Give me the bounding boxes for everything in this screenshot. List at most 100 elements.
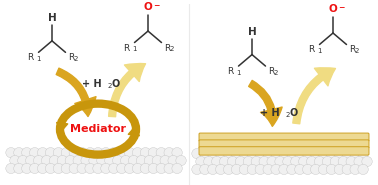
Circle shape [14, 148, 24, 158]
Circle shape [267, 157, 277, 167]
Circle shape [239, 164, 249, 174]
Circle shape [212, 157, 222, 167]
Circle shape [136, 155, 147, 166]
Circle shape [124, 148, 135, 158]
Text: R: R [164, 43, 171, 53]
Circle shape [81, 155, 91, 166]
Circle shape [97, 155, 107, 166]
Text: Mediator: Mediator [70, 124, 126, 134]
Circle shape [116, 148, 127, 158]
Circle shape [287, 149, 297, 159]
Text: −: − [338, 4, 344, 12]
Circle shape [93, 148, 103, 158]
Circle shape [192, 164, 202, 174]
Circle shape [255, 149, 265, 159]
Circle shape [41, 155, 52, 166]
Circle shape [116, 163, 127, 174]
Circle shape [93, 163, 103, 174]
Circle shape [294, 164, 305, 174]
Circle shape [89, 155, 99, 166]
Text: 2: 2 [169, 46, 174, 53]
Circle shape [140, 163, 151, 174]
Circle shape [310, 149, 321, 159]
Circle shape [322, 157, 333, 167]
Circle shape [53, 163, 64, 174]
Circle shape [271, 164, 281, 174]
Circle shape [342, 149, 352, 159]
Circle shape [121, 155, 131, 166]
Circle shape [69, 148, 79, 158]
Circle shape [302, 149, 313, 159]
Circle shape [299, 157, 309, 167]
Circle shape [152, 155, 163, 166]
Text: O: O [328, 4, 338, 14]
Circle shape [29, 148, 40, 158]
Circle shape [37, 163, 48, 174]
FancyBboxPatch shape [199, 140, 369, 148]
Circle shape [314, 157, 325, 167]
Text: O: O [144, 2, 152, 12]
Circle shape [77, 148, 87, 158]
Circle shape [318, 164, 329, 174]
FancyBboxPatch shape [199, 147, 369, 155]
Text: 1: 1 [133, 46, 137, 53]
Circle shape [200, 149, 210, 159]
Circle shape [283, 157, 293, 167]
Circle shape [53, 148, 64, 158]
Circle shape [22, 163, 32, 174]
Text: 2: 2 [274, 70, 278, 76]
FancyArrowPatch shape [57, 122, 68, 132]
Text: R: R [68, 53, 75, 62]
Circle shape [208, 149, 218, 159]
Circle shape [291, 157, 301, 167]
Circle shape [156, 148, 166, 158]
Circle shape [307, 157, 317, 167]
Text: 1: 1 [318, 48, 322, 54]
Circle shape [108, 163, 119, 174]
FancyArrowPatch shape [128, 127, 139, 136]
Circle shape [259, 157, 270, 167]
Circle shape [160, 155, 170, 166]
Text: −: − [153, 1, 160, 11]
Text: R: R [27, 53, 34, 62]
Circle shape [34, 155, 44, 166]
Text: + H: + H [82, 79, 102, 89]
Circle shape [204, 157, 214, 167]
Circle shape [26, 155, 36, 166]
Circle shape [334, 164, 345, 174]
Text: 1: 1 [37, 56, 41, 62]
Text: R: R [227, 67, 234, 76]
Circle shape [247, 149, 257, 159]
Circle shape [208, 164, 218, 174]
Circle shape [45, 148, 56, 158]
Circle shape [279, 164, 289, 174]
Circle shape [350, 149, 360, 159]
Text: + H: + H [260, 108, 280, 118]
Circle shape [192, 149, 202, 159]
Circle shape [326, 164, 337, 174]
Circle shape [358, 149, 368, 159]
Text: H: H [248, 27, 256, 37]
Circle shape [132, 163, 143, 174]
Circle shape [294, 149, 305, 159]
Circle shape [263, 164, 273, 174]
Circle shape [346, 157, 356, 167]
Circle shape [334, 149, 345, 159]
Circle shape [330, 157, 341, 167]
Circle shape [358, 164, 368, 174]
Circle shape [235, 157, 246, 167]
Circle shape [231, 164, 242, 174]
Circle shape [223, 149, 234, 159]
Circle shape [251, 157, 262, 167]
Text: R: R [268, 67, 275, 76]
Circle shape [61, 148, 71, 158]
Circle shape [77, 163, 87, 174]
Circle shape [69, 163, 79, 174]
FancyArrowPatch shape [293, 68, 335, 124]
Circle shape [108, 148, 119, 158]
Circle shape [105, 155, 115, 166]
Circle shape [215, 149, 226, 159]
Circle shape [263, 149, 273, 159]
Circle shape [354, 157, 364, 167]
Circle shape [176, 155, 186, 166]
